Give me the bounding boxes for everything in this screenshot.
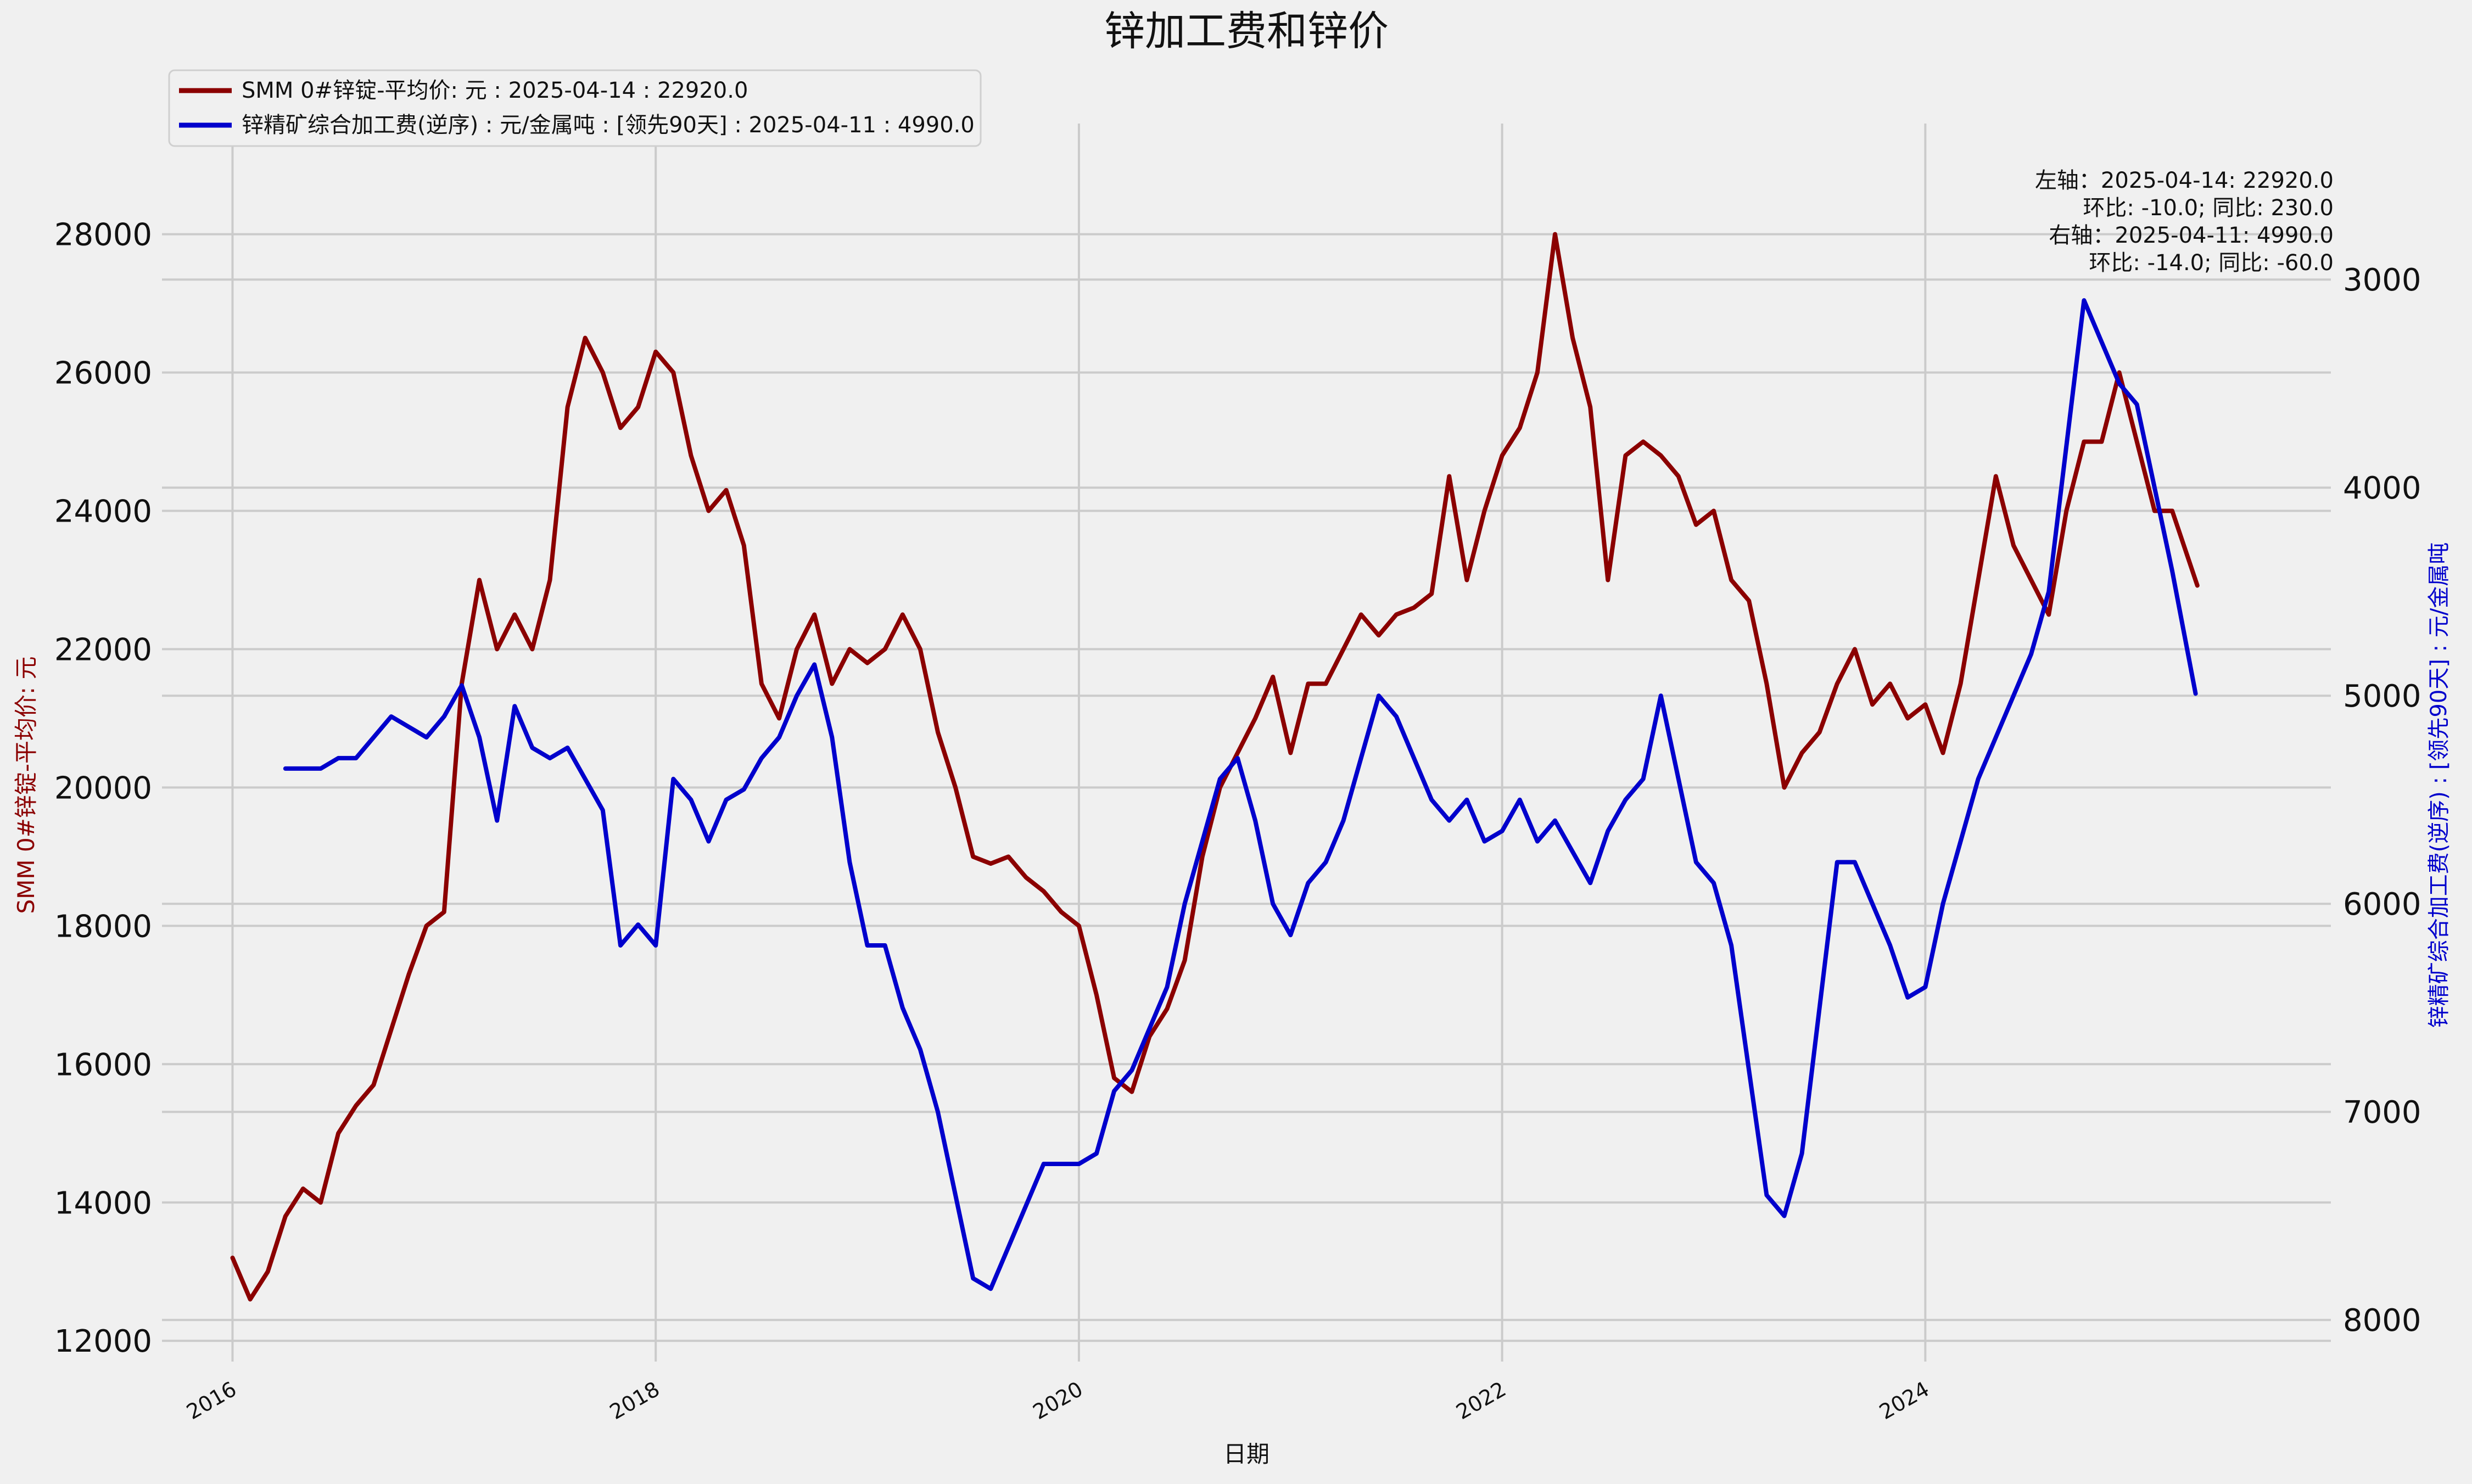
annotation-right-change: 环比: -14.0; 同比: -60.0 [2089, 250, 2334, 276]
y-axis-left-label: SMM 0#锌锭-平均价: 元 [13, 656, 40, 914]
y-right-tick-label: 4000 [2343, 471, 2421, 506]
y-left-tick-label: 22000 [54, 632, 152, 668]
legend-box [168, 69, 982, 147]
y-left-tick-label: 16000 [54, 1047, 152, 1083]
annotation-left-change: 环比: -10.0; 同比: 230.0 [2083, 195, 2334, 221]
y-left-tick-label: 12000 [54, 1324, 152, 1359]
annotation-left-axis: 左轴：2025-04-14: 22920.0 [2035, 168, 2334, 193]
annotation-box: 左轴：2025-04-14: 22920.0 环比: -10.0; 同比: 23… [2035, 168, 2334, 276]
y-left-tick-label: 20000 [54, 770, 152, 806]
series-line-zinc-price [230, 232, 2200, 1302]
y-right-tick-label: 6000 [2343, 887, 2421, 922]
y-right-tick-label: 8000 [2343, 1303, 2421, 1339]
annotation-right-axis: 右轴：2025-04-11: 4990.0 [2049, 223, 2334, 248]
legend-label-zinc-price: SMM 0#锌锭-平均价: 元 : 2025-04-14 : 22920.0 [242, 78, 748, 103]
y-axis-right-label: 锌精矿综合加工费(逆序) : [领先90天] : 元/金属吨 [2426, 542, 2452, 1028]
y-left-tick-label: 28000 [54, 217, 152, 253]
chart-title: 锌加工费和锌价 [1104, 8, 1389, 55]
y-right-tick-label: 3000 [2343, 262, 2421, 298]
y-left-tick-label: 26000 [54, 356, 152, 391]
series-layer [230, 232, 2200, 1302]
legend: SMM 0#锌锭-平均价: 元 : 2025-04-14 : 22920.0 锌… [168, 69, 982, 147]
y-left-tick-label: 18000 [54, 909, 152, 944]
x-axis-label: 日期 [1223, 1441, 1269, 1468]
y-right-tick-label: 5000 [2343, 679, 2421, 714]
y-left-tick-label: 14000 [54, 1185, 152, 1221]
series-line-processing-fee [283, 298, 2198, 1291]
y-left-tick-label: 24000 [54, 494, 152, 529]
y-right-tick-label: 7000 [2343, 1095, 2421, 1130]
legend-label-processing-fee: 锌精矿综合加工费(逆序) : 元/金属吨 : [领先90天] : 2025-04… [242, 113, 975, 138]
